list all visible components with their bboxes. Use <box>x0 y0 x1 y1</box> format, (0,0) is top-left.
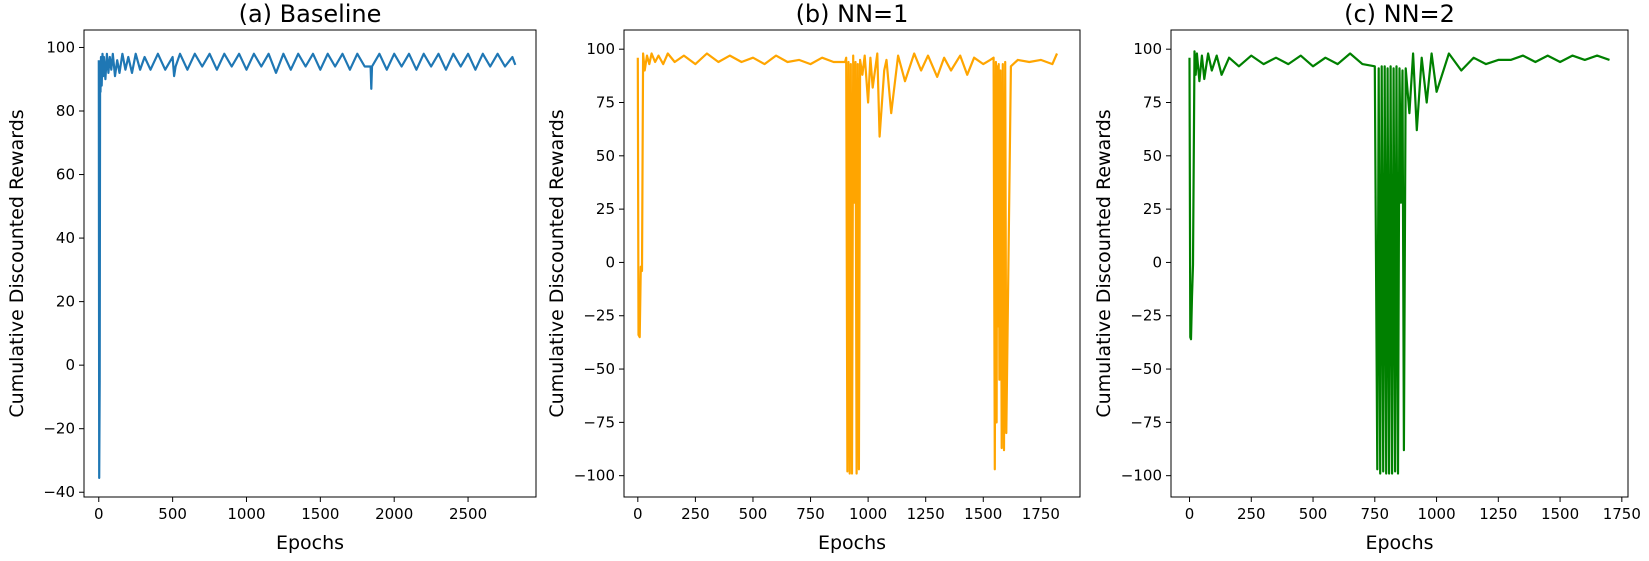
y-tick-label: 100 <box>46 38 75 56</box>
x-tick-label: 2500 <box>449 505 487 523</box>
plot-frame <box>623 29 1081 498</box>
y-axis-label: Cumulative Discounted Rewards <box>546 109 568 417</box>
chart-title: (a) Baseline <box>239 0 382 28</box>
y-tick-label: −40 <box>43 483 75 501</box>
x-tick-label: 1750 <box>1603 505 1641 523</box>
y-tick-label: 40 <box>56 229 75 247</box>
y-tick-label: 25 <box>1143 200 1162 218</box>
x-tick-label: 500 <box>1299 505 1328 523</box>
x-tick-label: 1750 <box>1022 505 1060 523</box>
chart-panel-baseline: 0 500 1000 1500 2000 2500 −40 −20 0 20 40 60 80 100 (a… <box>6 0 537 554</box>
chart-title: (b) NN=1 <box>796 0 909 28</box>
y-tick-label: 25 <box>596 200 615 218</box>
y-tick-label: −25 <box>583 307 615 325</box>
y-tick-label: −75 <box>583 413 615 431</box>
y-tick-label: −25 <box>1130 307 1162 325</box>
x-tick-label: 1500 <box>1541 505 1579 523</box>
x-tick-label: 0 <box>94 505 104 523</box>
chart-title: (c) NN=2 <box>1344 0 1455 28</box>
y-tick-label: −100 <box>574 467 615 485</box>
y-tick-label: 0 <box>605 253 615 271</box>
x-tick-label: 0 <box>1185 505 1195 523</box>
x-tick-label: 1250 <box>1479 505 1517 523</box>
y-tick-label: 100 <box>586 40 615 58</box>
x-tick-label: 1000 <box>849 505 887 523</box>
x-tick-label: 500 <box>158 505 187 523</box>
y-tick-label: 75 <box>596 94 615 112</box>
x-tick-label: 0 <box>633 505 643 523</box>
y-tick-label: −50 <box>583 360 615 378</box>
y-axis-label: Cumulative Discounted Rewards <box>6 109 28 417</box>
y-axis-label: Cumulative Discounted Rewards <box>1093 109 1115 417</box>
x-tick-label: 1000 <box>1417 505 1455 523</box>
x-tick-label: 750 <box>1360 505 1389 523</box>
y-tick-label: −50 <box>1130 360 1162 378</box>
y-tick-label: 60 <box>56 166 75 184</box>
y-tick-label: 20 <box>56 293 75 311</box>
chart-panel-nn1: 0 250 500 750 1000 1250 1500 1750 −100 −75 −50 −25 0… <box>546 0 1081 554</box>
x-tick-label: 1000 <box>227 505 265 523</box>
x-tick-label: 1500 <box>964 505 1002 523</box>
x-axis-label: Epochs <box>818 532 886 554</box>
x-tick-label: 750 <box>796 505 825 523</box>
y-tick-label: −100 <box>1121 467 1162 485</box>
series-line <box>97 52 517 479</box>
y-tick-label: −75 <box>1130 413 1162 431</box>
chart-panel-nn2: 0 250 500 750 1000 1250 1500 1750 −100 −75 −50 −25 0… <box>1093 0 1641 554</box>
plot-frame <box>83 29 537 498</box>
y-tick-label: 50 <box>1143 147 1162 165</box>
series-line <box>1188 50 1610 475</box>
y-tick-label: 0 <box>1152 253 1162 271</box>
y-tick-label: 100 <box>1133 40 1162 58</box>
y-tick-label: 0 <box>65 356 75 374</box>
y-tick-label: 75 <box>1143 94 1162 112</box>
x-tick-label: 500 <box>739 505 768 523</box>
x-tick-label: 1500 <box>301 505 339 523</box>
x-axis-label: Epochs <box>276 532 344 554</box>
series-line <box>636 52 1059 475</box>
x-tick-label: 250 <box>1237 505 1266 523</box>
x-tick-label: 250 <box>681 505 710 523</box>
x-tick-label: 2000 <box>375 505 413 523</box>
y-tick-label: 80 <box>56 102 75 120</box>
y-tick-label: −20 <box>43 420 75 438</box>
plot-frame <box>1170 29 1629 498</box>
x-tick-label: 1250 <box>907 505 945 523</box>
y-tick-label: 50 <box>596 147 615 165</box>
x-axis-label: Epochs <box>1365 532 1433 554</box>
